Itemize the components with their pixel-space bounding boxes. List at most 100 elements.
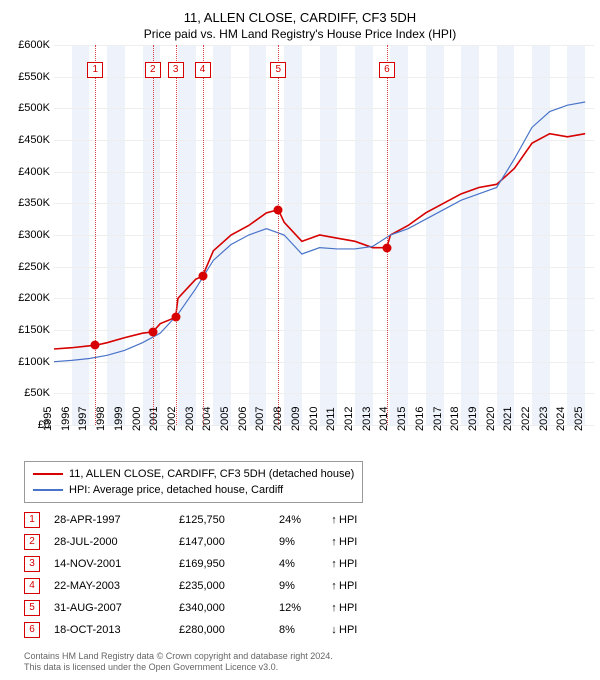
arrow-up-icon: ↑: [329, 558, 339, 570]
tx-price: £169,950: [179, 558, 279, 570]
x-tick-label: 2021: [502, 407, 514, 431]
tx-row: 314-NOV-2001£169,9504%↑ HPI: [24, 553, 590, 575]
tx-marker: 6: [379, 62, 395, 78]
tx-pct: 8%: [279, 624, 329, 636]
tx-dot: [274, 205, 283, 214]
y-tick-label: £400K: [18, 166, 50, 178]
x-tick-label: 2009: [290, 407, 302, 431]
tx-marker: 1: [87, 62, 103, 78]
tx-vline: [176, 45, 177, 425]
footer: Contains HM Land Registry data © Crown c…: [24, 651, 590, 674]
transaction-table: 128-APR-1997£125,75024%↑ HPI228-JUL-2000…: [24, 509, 590, 641]
footer-line-1: Contains HM Land Registry data © Crown c…: [24, 651, 590, 662]
x-tick-label: 2022: [520, 407, 532, 431]
legend-swatch: [33, 489, 63, 491]
chart-plot: 1995199619971998199920002001200220032004…: [54, 45, 594, 425]
y-tick-label: £300K: [18, 229, 50, 241]
tx-badge: 3: [24, 556, 40, 572]
x-tick-label: 2001: [148, 407, 160, 431]
chart-svg: [54, 45, 594, 425]
x-tick-label: 1998: [95, 407, 107, 431]
tx-marker: 2: [145, 62, 161, 78]
tx-date: 28-JUL-2000: [54, 536, 179, 548]
y-tick-label: £50K: [24, 387, 50, 399]
x-tick-label: 2014: [378, 407, 390, 431]
series-hpi: [54, 102, 585, 362]
tx-vline: [95, 45, 96, 425]
tx-marker: 4: [195, 62, 211, 78]
tx-dot: [171, 313, 180, 322]
arrow-up-icon: ↑: [329, 514, 339, 526]
x-tick-label: 2005: [219, 407, 231, 431]
y-tick-label: £450K: [18, 134, 50, 146]
x-tick-label: 2012: [343, 407, 355, 431]
x-tick-label: 1996: [59, 407, 71, 431]
x-tick-label: 2025: [573, 407, 585, 431]
tx-pct: 9%: [279, 580, 329, 592]
chart-title: 11, ALLEN CLOSE, CARDIFF, CF3 5DH: [10, 10, 590, 25]
tx-badge: 6: [24, 622, 40, 638]
tx-vline: [278, 45, 279, 425]
tx-vs: HPI: [339, 514, 357, 526]
x-tick-label: 2003: [183, 407, 195, 431]
tx-date: 31-AUG-2007: [54, 602, 179, 614]
x-tick-label: 2015: [396, 407, 408, 431]
tx-vline: [153, 45, 154, 425]
tx-price: £235,000: [179, 580, 279, 592]
x-tick-label: 2017: [431, 407, 443, 431]
y-tick-label: £500K: [18, 102, 50, 114]
y-tick-label: £100K: [18, 356, 50, 368]
tx-date: 14-NOV-2001: [54, 558, 179, 570]
arrow-up-icon: ↑: [329, 536, 339, 548]
tx-price: £147,000: [179, 536, 279, 548]
tx-pct: 24%: [279, 514, 329, 526]
x-tick-label: 2007: [254, 407, 266, 431]
tx-badge: 1: [24, 512, 40, 528]
tx-row: 4 22-MAY-2003£235,0009%↑ HPI: [24, 575, 590, 597]
x-tick-label: 2023: [537, 407, 549, 431]
tx-vs: HPI: [339, 558, 357, 570]
footer-line-2: This data is licensed under the Open Gov…: [24, 662, 590, 673]
x-tick-label: 2020: [484, 407, 496, 431]
y-tick-label: £0: [38, 419, 50, 431]
y-tick-label: £550K: [18, 71, 50, 83]
y-tick-label: £200K: [18, 292, 50, 304]
tx-price: £340,000: [179, 602, 279, 614]
tx-vline: [387, 45, 388, 425]
legend-row: HPI: Average price, detached house, Card…: [33, 482, 354, 498]
x-tick-label: 2006: [237, 407, 249, 431]
legend-row: 11, ALLEN CLOSE, CARDIFF, CF3 5DH (detac…: [33, 466, 354, 482]
tx-badge: 4: [24, 578, 40, 594]
tx-vs: HPI: [339, 602, 357, 614]
tx-dot: [198, 272, 207, 281]
x-tick-label: 2018: [449, 407, 461, 431]
y-tick-label: £150K: [18, 324, 50, 336]
tx-row: 531-AUG-2007£340,00012%↑ HPI: [24, 597, 590, 619]
y-tick-label: £250K: [18, 261, 50, 273]
series-prop: [54, 134, 585, 349]
x-tick-label: 2024: [555, 407, 567, 431]
tx-dot: [91, 341, 100, 350]
tx-dot: [148, 327, 157, 336]
y-tick-label: £350K: [18, 197, 50, 209]
x-tick-label: 1997: [77, 407, 89, 431]
arrow-down-icon: ↓: [329, 624, 339, 636]
tx-vs: HPI: [339, 624, 357, 636]
x-tick-label: 1999: [113, 407, 125, 431]
tx-vline: [203, 45, 204, 425]
arrow-up-icon: ↑: [329, 580, 339, 592]
legend-swatch: [33, 473, 63, 475]
x-tick-label: 2013: [360, 407, 372, 431]
x-tick-label: 2000: [130, 407, 142, 431]
legend: 11, ALLEN CLOSE, CARDIFF, CF3 5DH (detac…: [24, 461, 363, 503]
tx-row: 618-OCT-2013£280,0008%↓ HPI: [24, 619, 590, 641]
tx-date: 22-MAY-2003: [54, 580, 179, 592]
legend-label: HPI: Average price, detached house, Card…: [69, 482, 283, 498]
tx-vs: HPI: [339, 536, 357, 548]
y-tick-label: £600K: [18, 39, 50, 51]
x-tick-label: 2010: [307, 407, 319, 431]
tx-row: 128-APR-1997£125,75024%↑ HPI: [24, 509, 590, 531]
tx-badge: 2: [24, 534, 40, 550]
tx-vs: HPI: [339, 580, 357, 592]
tx-date: 28-APR-1997: [54, 514, 179, 526]
